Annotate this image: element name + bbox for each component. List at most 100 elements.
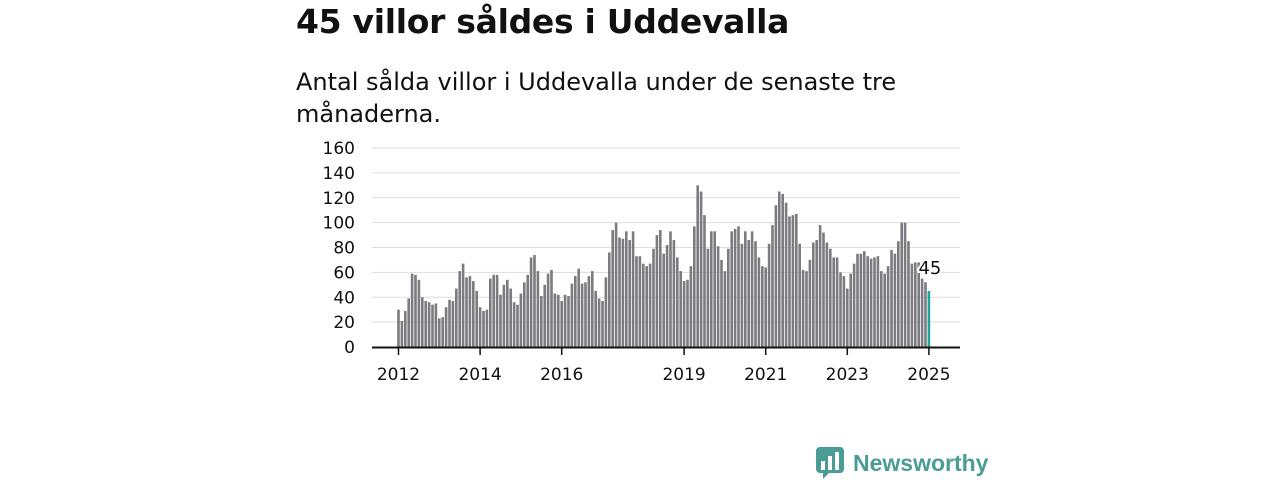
bar bbox=[883, 273, 886, 347]
bar bbox=[886, 266, 890, 347]
bar bbox=[516, 304, 519, 347]
y-tick-label: 140 bbox=[323, 164, 355, 184]
bar bbox=[699, 191, 703, 347]
bar bbox=[421, 297, 424, 347]
bar bbox=[805, 271, 808, 347]
bar bbox=[686, 279, 689, 347]
x-tick-label: 2025 bbox=[907, 365, 950, 385]
bar bbox=[648, 263, 652, 347]
bar bbox=[689, 266, 693, 347]
bar bbox=[512, 302, 516, 347]
bar bbox=[893, 253, 897, 347]
bar bbox=[407, 298, 410, 347]
bar bbox=[754, 241, 757, 347]
bar bbox=[655, 235, 659, 347]
bar bbox=[400, 320, 404, 347]
bar bbox=[546, 273, 550, 347]
bar bbox=[876, 256, 880, 347]
y-tick-label: 20 bbox=[333, 313, 355, 333]
bar bbox=[638, 256, 642, 347]
brand-name: Newsworthy bbox=[853, 449, 989, 476]
y-tick-label: 160 bbox=[323, 139, 355, 159]
bar bbox=[441, 317, 444, 347]
x-tick-label: 2023 bbox=[826, 365, 869, 385]
bar bbox=[744, 231, 747, 347]
bar bbox=[628, 240, 631, 347]
bar bbox=[434, 303, 438, 347]
bar bbox=[737, 226, 740, 347]
bar bbox=[866, 256, 869, 347]
bar bbox=[543, 284, 546, 347]
bar bbox=[587, 276, 591, 347]
bar bbox=[444, 307, 448, 347]
bar bbox=[917, 262, 920, 347]
bar bbox=[472, 281, 475, 347]
bar bbox=[553, 293, 557, 347]
bar bbox=[907, 241, 910, 347]
bar bbox=[570, 283, 574, 347]
bar bbox=[747, 240, 750, 347]
bar bbox=[404, 310, 407, 347]
x-tick-label: 2021 bbox=[744, 365, 787, 385]
bar bbox=[485, 309, 489, 347]
bar bbox=[767, 243, 771, 347]
bar bbox=[652, 248, 655, 347]
bar bbox=[618, 237, 621, 347]
bar bbox=[397, 309, 400, 347]
bar bbox=[614, 222, 618, 347]
y-tick-label: 60 bbox=[333, 263, 355, 283]
y-tick-label: 120 bbox=[323, 189, 355, 209]
bar bbox=[774, 205, 778, 347]
bar bbox=[672, 240, 676, 347]
bar bbox=[410, 273, 414, 347]
x-tick-label: 2012 bbox=[377, 365, 420, 385]
bar bbox=[523, 282, 526, 347]
bar bbox=[723, 271, 727, 347]
bar bbox=[506, 279, 509, 347]
bar bbox=[822, 232, 825, 347]
bar bbox=[798, 243, 801, 347]
bar bbox=[795, 213, 798, 347]
bar bbox=[597, 298, 601, 347]
bar bbox=[764, 267, 767, 347]
bar bbox=[448, 299, 451, 347]
bar bbox=[560, 300, 563, 347]
bar bbox=[591, 271, 594, 347]
bar bbox=[829, 248, 832, 347]
bar bbox=[424, 300, 427, 347]
bar bbox=[533, 254, 536, 347]
chart-subtitle: Antal sålda villor i Uddevalla under de … bbox=[296, 68, 897, 128]
data-label: 45 bbox=[918, 258, 941, 279]
bar bbox=[750, 231, 754, 347]
bar bbox=[859, 253, 863, 347]
bar bbox=[465, 277, 468, 347]
bar bbox=[417, 279, 421, 347]
bar bbox=[920, 278, 924, 347]
bar bbox=[757, 257, 761, 347]
bar bbox=[815, 240, 818, 347]
bar bbox=[574, 276, 577, 347]
bar bbox=[458, 271, 461, 347]
bar bbox=[584, 282, 587, 347]
bar bbox=[451, 300, 455, 347]
bar bbox=[784, 202, 788, 347]
bar bbox=[716, 246, 720, 347]
bar bbox=[791, 215, 795, 347]
y-tick-label: 0 bbox=[344, 338, 355, 358]
bar bbox=[863, 251, 866, 347]
bar bbox=[900, 222, 903, 347]
bar bbox=[703, 215, 706, 347]
bar bbox=[676, 257, 679, 347]
bar bbox=[778, 191, 781, 347]
x-tick-label: 2014 bbox=[458, 365, 501, 385]
bar bbox=[839, 272, 842, 347]
x-tick-label: 2019 bbox=[662, 365, 705, 385]
bar bbox=[832, 257, 835, 347]
bar bbox=[849, 273, 852, 347]
bar bbox=[536, 271, 540, 347]
bar bbox=[635, 256, 638, 347]
bar bbox=[812, 242, 815, 347]
bar bbox=[509, 288, 512, 347]
bars bbox=[397, 185, 931, 347]
